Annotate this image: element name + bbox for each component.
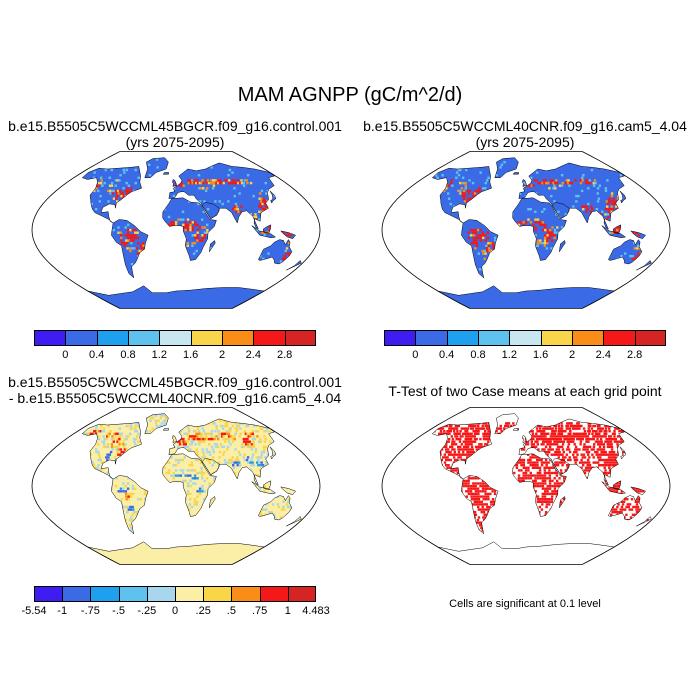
continent-greenland: [494, 157, 519, 178]
panel1-title-line2: (yrs 2075-2095): [125, 134, 225, 150]
continent-antarctica: [87, 541, 265, 565]
continent-madagascar: [559, 240, 566, 252]
continent-iceland: [163, 172, 169, 175]
colorbar-label: 0.4: [439, 349, 455, 361]
continent-antarctica: [437, 541, 615, 565]
colorbar-label: .75: [251, 605, 268, 617]
colorbar-swatch: [259, 586, 288, 602]
colorbar-label: 4.483: [302, 605, 330, 617]
panel4-title-line1: T-Test of two Case means at each grid po…: [388, 383, 662, 399]
colorbar-swatch: [384, 330, 416, 346]
colorbar-label: 1.6: [183, 349, 199, 361]
colorbar-label: 0.8: [120, 349, 136, 361]
colorbar-swatch: [203, 586, 232, 602]
panel2-title: b.e15.B5505C5WCCML40CNR.f09_g16.cam5_4.0…: [350, 118, 700, 150]
panel3-title: b.e15.B5505C5WCCML45BGCR.f09_g16.control…: [0, 374, 350, 406]
significance-note: Cells are significant at 0.1 level: [449, 598, 601, 610]
colorbar-swatch: [62, 586, 91, 602]
colorbar-swatch: [118, 586, 147, 602]
colorbar-swatch: [65, 330, 97, 346]
colorbar-panel1: 0 0.4 0.8 1.2 1.6 2 2.4 2.8: [34, 330, 316, 361]
continent-japan: [269, 190, 276, 203]
colorbar-label: 2.4: [595, 349, 611, 361]
colorbar-swatch: [90, 586, 119, 602]
figure-title: MAM AGNPP (gC/m^2/d): [237, 84, 463, 106]
panel3-title-line1: b.e15.B5505C5WCCML45BGCR.f09_g16.control…: [8, 374, 342, 390]
colorbar-label: 0: [412, 349, 419, 361]
colorbar-panel2: 0 0.4 0.8 1.2 1.6 2 2.4 2.8: [384, 330, 666, 361]
colorbar-label: 1.2: [151, 349, 167, 361]
ocean: [382, 151, 670, 309]
colorbar-label: -.75: [80, 605, 100, 617]
globe-outline: [31, 407, 321, 565]
globe-outline: [31, 151, 321, 309]
panel1-title-line1: b.e15.B5505C5WCCML45BGCR.f09_g16.control…: [8, 118, 342, 134]
colorbar-label: .5: [226, 605, 236, 617]
colorbar-swatch: [128, 330, 160, 346]
colorbar-swatch: [540, 330, 572, 346]
colorbar-swatch: [287, 586, 316, 602]
colorbar-swatch: [222, 330, 254, 346]
continent-africa: [512, 197, 567, 261]
colorbar-swatch: [175, 586, 204, 602]
colorbar-label: 0.8: [470, 349, 486, 361]
continent-madagascar: [209, 496, 216, 508]
colorbar-label: -1: [57, 605, 68, 617]
colorbar-label: 2.8: [277, 349, 293, 361]
ocean: [382, 407, 670, 565]
colorbar-label: 1: [284, 605, 291, 617]
panel3-title-line2: - b.e15.B5505C5WCCML40CNR.f09_g16.cam5_4…: [8, 390, 342, 406]
colorbar-label: 2.4: [245, 349, 261, 361]
colorbar-label: 2: [218, 349, 226, 361]
colorbar-swatch: [253, 330, 285, 346]
colorbar-swatch: [190, 330, 222, 346]
continent-newGuinea: [280, 486, 296, 495]
colorbar-label: -5.54: [21, 605, 47, 617]
continent-japan: [269, 446, 276, 459]
colorbar-label: -.5: [112, 605, 126, 617]
colorbar-swatch: [603, 330, 635, 346]
panel2-title-line2: (yrs 2075-2095): [475, 134, 575, 150]
map-panel-3: [31, 407, 321, 565]
continent-arabia: [202, 202, 220, 219]
colorbar-swatch: [34, 330, 66, 346]
globe-outline: [381, 151, 671, 309]
colorbar-label: -.25: [137, 605, 157, 617]
colorbar-swatch: [509, 330, 541, 346]
colorbar-panel3: -5.54 -1 -.75 -.5 -.25 0 .25 .5 .75 1 4.483: [21, 586, 330, 617]
colorbar-swatch: [284, 330, 316, 346]
continent-iceland: [513, 172, 519, 175]
colorbar-label: 0: [171, 605, 179, 617]
colorbar-swatch: [446, 330, 478, 346]
colorbar-swatch: [572, 330, 604, 346]
globe-outline: [381, 407, 671, 565]
map-panel-1: [31, 151, 321, 309]
panel1-title: b.e15.B5505C5WCCML45BGCR.f09_g16.control…: [0, 118, 350, 150]
continent-antarctica: [87, 285, 265, 309]
ocean: [32, 151, 320, 309]
map-panel-2: [381, 151, 671, 309]
colorbar-swatch: [96, 330, 128, 346]
colorbar-swatch: [415, 330, 447, 346]
colorbar-label: .25: [195, 605, 211, 617]
continent-borneo: [263, 480, 271, 490]
panel4-title: T-Test of two Case means at each grid po…: [350, 383, 700, 399]
colorbar-swatch: [159, 330, 191, 346]
continent-japan: [619, 190, 626, 203]
colorbar-swatch: [478, 330, 510, 346]
colorbar-swatch: [34, 586, 63, 602]
colorbar-label: 1.6: [533, 349, 549, 361]
colorbar-label: 2: [568, 349, 576, 361]
colorbar-label: 2.8: [627, 349, 643, 361]
ocean: [32, 407, 320, 565]
colorbar-label: 1.2: [501, 349, 517, 361]
map-panel-4: [381, 407, 671, 565]
colorbar-swatch: [634, 330, 666, 346]
colorbar-swatch: [231, 586, 260, 602]
colorbar-label: 0: [62, 349, 69, 361]
colorbar-label: 0.4: [89, 349, 105, 361]
colorbar-swatch: [146, 586, 175, 602]
continent-antarctica: [437, 285, 615, 309]
panel2-title-line1: b.e15.B5505C5WCCML40CNR.f09_g16.cam5_4.0…: [363, 118, 687, 134]
